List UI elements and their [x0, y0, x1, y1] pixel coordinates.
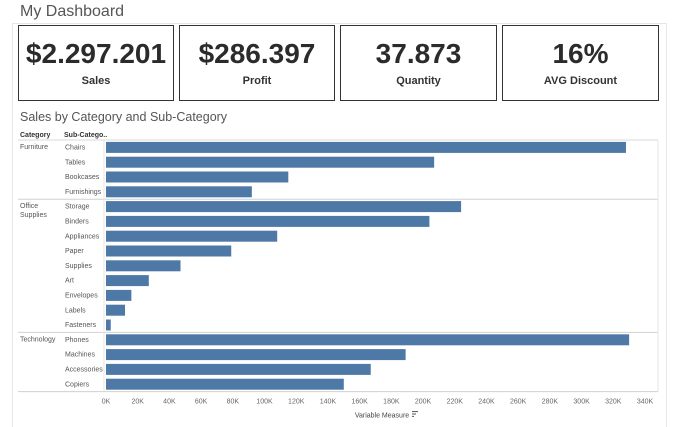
bar[interactable] [106, 319, 111, 331]
x-tick-label: 260K [510, 399, 527, 406]
x-tick-label: 240K [478, 399, 495, 406]
chart-title: Sales by Category and Sub-Category [20, 110, 228, 124]
subcategory-label: Supplies [65, 263, 92, 270]
x-tick-label: 80K [227, 399, 240, 406]
bar[interactable] [106, 304, 126, 316]
x-tick-label: 300K [573, 399, 590, 406]
kpi-profit[interactable]: $286.397 Profit [179, 25, 335, 101]
subcategory-label: Phones [65, 337, 89, 344]
category-label: Technology [20, 336, 56, 343]
x-tick-label: 60K [195, 399, 208, 406]
x-tick-label: 180K [383, 399, 400, 406]
bar[interactable] [106, 141, 626, 153]
subcategory-label: Furnishings [65, 189, 102, 196]
x-tick-label: 340K [637, 399, 654, 406]
kpi-avg-discount-value: 16% [552, 38, 609, 69]
kpi-quantity-value: 37.873 [375, 38, 462, 69]
category-label: Furniture [20, 144, 48, 151]
subcategory-label: Art [65, 278, 74, 285]
bar[interactable] [106, 230, 278, 242]
bar[interactable] [106, 186, 252, 198]
subcategory-label: Copiers [65, 381, 90, 388]
bar[interactable] [106, 201, 462, 213]
kpi-sales-value: $2.297.201 [25, 38, 167, 69]
bar[interactable] [106, 260, 181, 272]
subcategory-label: Tables [65, 159, 86, 166]
category-label: Supplies [20, 212, 47, 219]
subcategory-label: Envelopes [65, 293, 98, 300]
column-header-category: Category [20, 132, 51, 139]
kpi-avg-discount-label: AVG Discount [543, 75, 618, 87]
kpi-avg-discount[interactable]: 16% AVG Discount [502, 25, 659, 101]
kpi-profit-label: Profit [242, 75, 272, 87]
subcategory-label: Accessories [65, 367, 103, 374]
bar[interactable] [106, 289, 132, 301]
x-tick-label: 220K [447, 399, 464, 406]
subcategory-label: Storage [65, 204, 90, 211]
kpi-profit-value: $286.397 [198, 38, 316, 69]
bar[interactable] [106, 334, 630, 346]
kpi-sales[interactable]: $2.297.201 Sales [18, 25, 174, 101]
kpi-sales-label: Sales [81, 75, 111, 87]
x-tick-label: 20K [131, 399, 144, 406]
column-header-subcategory[interactable]: Sub-Catego.. [64, 132, 108, 139]
x-tick-label: 140K [320, 399, 337, 406]
bar[interactable] [106, 171, 289, 183]
x-tick-label: 320K [605, 399, 622, 406]
right-border [666, 23, 667, 427]
x-tick-label: 40K [163, 399, 176, 406]
x-tick-label: 0K [102, 399, 111, 406]
x-tick-label: 280K [542, 399, 559, 406]
subcategory-label: Appliances [65, 233, 100, 240]
subcategory-label: Labels [65, 307, 86, 314]
left-border [12, 23, 13, 427]
subcategory-label: Machines [65, 352, 95, 359]
kpi-quantity[interactable]: 37.873 Quantity [340, 25, 497, 101]
x-tick-label: 100K [256, 399, 273, 406]
x-tick-label: 200K [415, 399, 432, 406]
bar[interactable] [106, 215, 430, 227]
x-tick-label: 160K [351, 399, 368, 406]
subcategory-label: Bookcases [65, 174, 100, 181]
bar[interactable] [106, 378, 344, 390]
x-axis-title: Variable Measure [355, 413, 409, 420]
category-label: Office [20, 203, 38, 210]
bar[interactable] [106, 275, 149, 287]
x-tick-label: 120K [288, 399, 305, 406]
bar[interactable] [106, 349, 406, 361]
subcategory-label: Paper [65, 248, 84, 255]
subcategory-label: Chairs [65, 145, 86, 152]
bar[interactable] [106, 245, 232, 257]
bar[interactable] [106, 156, 435, 168]
header-divider [12, 23, 667, 24]
subcategory-label: Fasteners [65, 322, 97, 329]
bar[interactable] [106, 363, 371, 375]
subcategory-label: Binders [65, 219, 89, 226]
kpi-quantity-label: Quantity [396, 75, 441, 87]
page-title: My Dashboard [20, 3, 125, 20]
